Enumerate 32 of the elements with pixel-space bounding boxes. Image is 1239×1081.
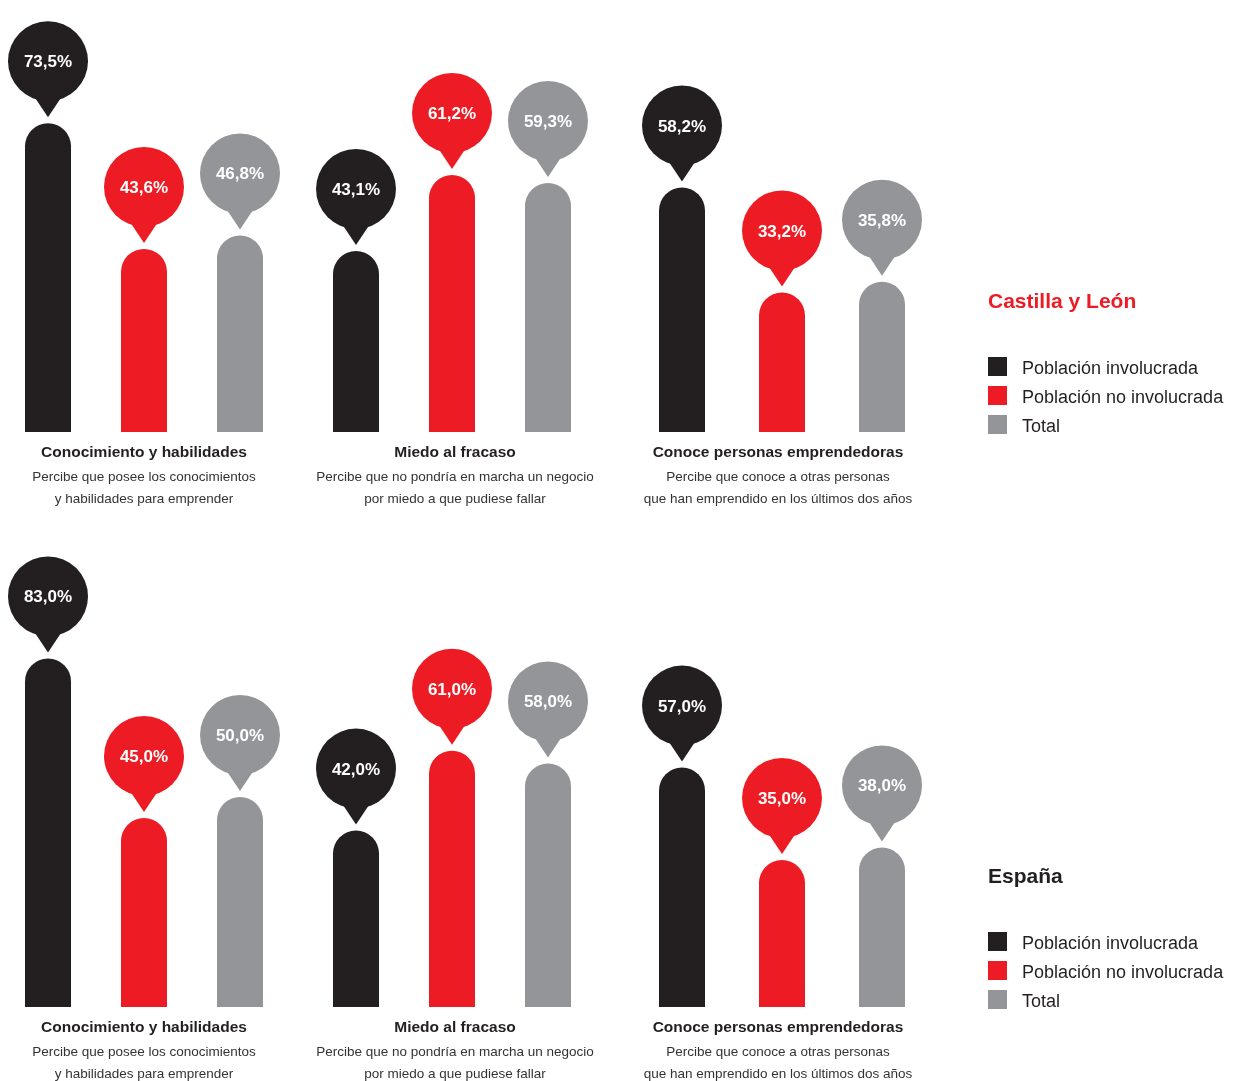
data-label: 83,0%	[23, 587, 73, 607]
data-label: 45,0%	[119, 747, 169, 766]
x-tick-label: Miedo al fracaso Percibe que no pondría en marcha un negocio por miedo a que pudiese fallar	[316, 443, 594, 506]
data-label: 38,0%	[857, 776, 907, 796]
legend-label: Población no involucrada	[1022, 387, 1225, 407]
data-label: 50,0%	[215, 726, 265, 745]
legend-title: Castilla y León	[988, 289, 1137, 312]
data-label: 35,0%	[757, 789, 807, 808]
data-label: 58,0%	[523, 692, 573, 712]
data-label: 57,0%	[657, 696, 707, 716]
legend-label: Total	[1022, 991, 1061, 1011]
data-label: 33,2%	[757, 221, 807, 241]
legend-title: España	[988, 864, 1064, 887]
data-label: 46,8%	[215, 164, 265, 184]
x-tick-label: Conoce personas emprendedoras Percibe que conoce a otras personas que han emprendido en los últimos dos años	[643, 1018, 913, 1081]
data-label: 73,5%	[23, 52, 73, 72]
x-tick-label: Conocimiento y habilidades Percibe que posee los conocimientos y habilidades para emprender	[32, 443, 257, 506]
legend-label: Total	[1022, 416, 1061, 436]
data-label: 35,8%	[857, 210, 907, 230]
data-label: 43,6%	[119, 177, 169, 197]
data-label: 42,0%	[331, 759, 381, 779]
data-label: 61,0%	[427, 679, 477, 699]
data-label: 43,1%	[331, 179, 381, 199]
x-tick-label: Conocimiento y habilidades Percibe que posee los conocimientos y habilidades para emprender	[32, 1018, 257, 1081]
legend-label: Población no involucrada	[1022, 962, 1225, 982]
x-tick-label: Miedo al fracaso Percibe que no pondría en marcha un negocio por miedo a que pudiese fallar	[316, 1018, 594, 1081]
x-tick-label: Conoce personas emprendedoras Percibe que conoce a otras personas que han emprendido en los últimos dos años	[643, 443, 913, 506]
legend-label: Población involucrada	[1022, 933, 1200, 953]
data-label: 59,3%	[523, 111, 573, 131]
data-label: 61,2%	[427, 103, 477, 123]
legend-label: Población involucrada	[1022, 358, 1200, 378]
data-label: 58,2%	[657, 116, 707, 136]
